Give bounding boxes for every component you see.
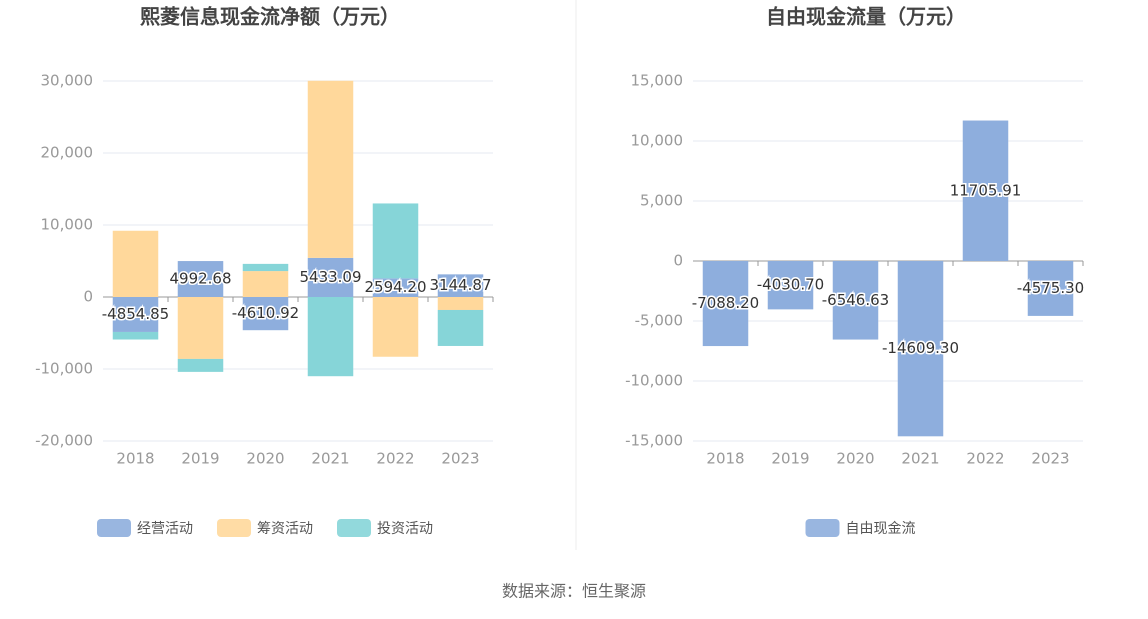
value-label: 11705.91 (950, 181, 1022, 199)
value-label: -4030.70 (757, 276, 824, 294)
bar (307, 80, 354, 258)
bar (962, 120, 1009, 261)
bar (372, 203, 419, 279)
bar (437, 297, 484, 310)
bar (242, 297, 289, 331)
legend-swatch (97, 519, 131, 537)
bar (307, 297, 354, 377)
bar (177, 358, 224, 372)
bar (767, 261, 814, 310)
bar (702, 261, 749, 347)
bar (372, 278, 419, 297)
value-label: 3144.87 (429, 276, 491, 294)
x-tick-label: 2022 (966, 450, 1004, 468)
bar (832, 261, 879, 340)
value-label: -14609.30 (882, 339, 959, 357)
bar (437, 309, 484, 346)
y-tick-label: 20,000 (41, 144, 94, 162)
bar (242, 263, 289, 272)
y-tick-label: 15,000 (631, 72, 684, 90)
y-tick-label: 10,000 (41, 216, 94, 234)
value-label: -4854.85 (102, 305, 169, 323)
value-label: -4575.30 (1017, 279, 1084, 297)
chart-title: 熙菱信息现金流净额（万元） (140, 5, 400, 29)
legend-label: 筹资活动 (257, 520, 313, 537)
legend-label: 自由现金流 (846, 521, 916, 537)
bar (1027, 261, 1074, 316)
x-tick-label: 2021 (311, 450, 349, 468)
legend-label: 投资活动 (377, 521, 433, 537)
y-tick-label: -20,000 (35, 432, 93, 450)
y-tick-label: 30,000 (41, 72, 94, 90)
bar (112, 331, 159, 340)
y-tick-label: -5,000 (635, 312, 683, 330)
value-label: -7088.20 (692, 294, 759, 312)
y-tick-label: -10,000 (35, 360, 93, 378)
bar (242, 271, 289, 297)
y-tick-label: 0 (673, 252, 683, 270)
legend-swatch (337, 519, 371, 537)
bar (437, 274, 484, 297)
x-tick-label: 2022 (376, 450, 414, 468)
bar (307, 257, 354, 297)
y-tick-label: 5,000 (640, 192, 683, 210)
bar (177, 297, 224, 359)
legend-label: 经营活动 (137, 521, 193, 537)
x-tick-label: 2021 (901, 450, 939, 468)
source: 数据来源：恒生聚源 (502, 582, 646, 601)
value-label: 5433.09 (299, 268, 361, 286)
y-tick-label: -10,000 (625, 372, 683, 390)
x-tick-label: 2020 (836, 450, 874, 468)
x-tick-label: 2023 (1031, 450, 1069, 468)
bar (372, 297, 419, 357)
legend-swatch (805, 519, 840, 537)
y-tick-label: 0 (83, 288, 93, 306)
x-tick-label: 2019 (181, 450, 219, 468)
bar (177, 261, 224, 297)
value-label: 2594.20 (364, 278, 426, 296)
x-tick-label: 2018 (116, 450, 154, 468)
bar (112, 230, 159, 297)
x-tick-label: 2019 (771, 450, 809, 468)
y-tick-label: 10,000 (631, 132, 684, 150)
x-tick-label: 2023 (441, 450, 479, 468)
value-label: 4992.68 (169, 270, 231, 288)
bar (897, 261, 944, 437)
y-tick-label: -15,000 (625, 432, 683, 450)
value-label: -4610.92 (232, 304, 299, 322)
x-tick-label: 2018 (706, 450, 744, 468)
x-tick-label: 2020 (246, 450, 284, 468)
chart-title: 自由现金流量（万元） (766, 5, 966, 29)
value-label: -6546.63 (822, 291, 889, 309)
legend-swatch (217, 519, 251, 537)
bar (112, 297, 159, 332)
